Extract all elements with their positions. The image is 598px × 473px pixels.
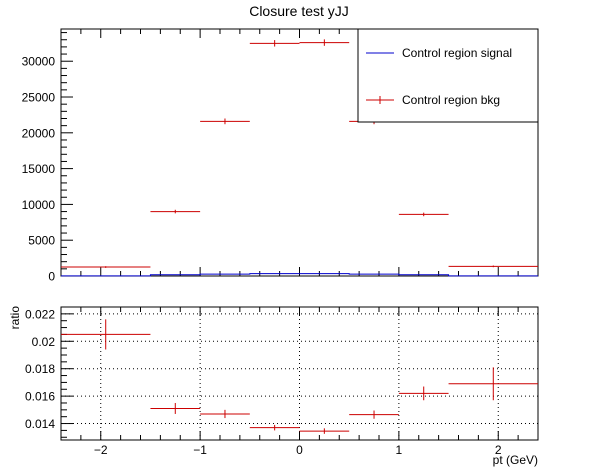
x-tick-label: −1 bbox=[193, 443, 207, 457]
series-1 bbox=[61, 273, 538, 277]
data-point bbox=[249, 424, 300, 431]
data-point bbox=[249, 40, 300, 47]
y-tick-label: 10000 bbox=[22, 198, 56, 212]
data-point bbox=[200, 118, 250, 125]
y-tick-label: 0.018 bbox=[25, 362, 55, 376]
data-point bbox=[150, 209, 201, 214]
x-axis-label: pt (GeV) bbox=[493, 453, 538, 467]
ratio-panel: 0.014 0.016 0.018 0.02 0.022 −2 −1 0 1 2 bbox=[25, 306, 539, 457]
data-point bbox=[349, 410, 399, 419]
data-point bbox=[150, 402, 201, 414]
data-point bbox=[448, 367, 538, 401]
x-tick-label: 1 bbox=[396, 443, 403, 457]
data-point bbox=[299, 39, 350, 46]
legend-entry: Control region bkg bbox=[366, 93, 500, 107]
top-panel: 0 5000 10000 15000 20000 25000 30000 bbox=[22, 28, 539, 284]
legend: Control region signal Control region bkg bbox=[357, 28, 539, 123]
data-point bbox=[61, 319, 151, 350]
series-1 bbox=[61, 319, 538, 434]
legend-label: Control region bkg bbox=[402, 93, 500, 107]
data-point bbox=[200, 409, 250, 419]
y-tick-label: 0.022 bbox=[25, 307, 55, 321]
y-tick-label: 0 bbox=[48, 270, 55, 284]
y-tick-label: 0.02 bbox=[32, 335, 56, 349]
y-tick-label: 5000 bbox=[28, 234, 55, 248]
data-point bbox=[299, 428, 350, 434]
x-tick-label: 2 bbox=[495, 443, 502, 457]
y-tick-label: 0.014 bbox=[25, 417, 55, 431]
series-line bbox=[61, 273, 538, 277]
y-tick-label: 20000 bbox=[22, 126, 56, 140]
chart-title: Closure test yJJ bbox=[249, 3, 349, 19]
data-point bbox=[398, 386, 449, 401]
data-point bbox=[61, 266, 151, 268]
y-tick-label: 0.016 bbox=[25, 390, 55, 404]
legend-box bbox=[357, 28, 539, 123]
y-tick-label: 25000 bbox=[22, 91, 56, 105]
y-tick-label: 30000 bbox=[22, 55, 56, 69]
legend-label: Control region signal bbox=[402, 46, 512, 60]
data-point bbox=[448, 265, 538, 268]
legend-entry: Control region signal bbox=[366, 46, 512, 60]
y-tick-label: 15000 bbox=[22, 162, 56, 176]
x-tick-label: 0 bbox=[296, 443, 303, 457]
y-axis-label-ratio: ratio bbox=[8, 306, 22, 330]
x-tick-label: −2 bbox=[94, 443, 108, 457]
plot-frame bbox=[60, 306, 539, 441]
data-point bbox=[398, 212, 449, 217]
